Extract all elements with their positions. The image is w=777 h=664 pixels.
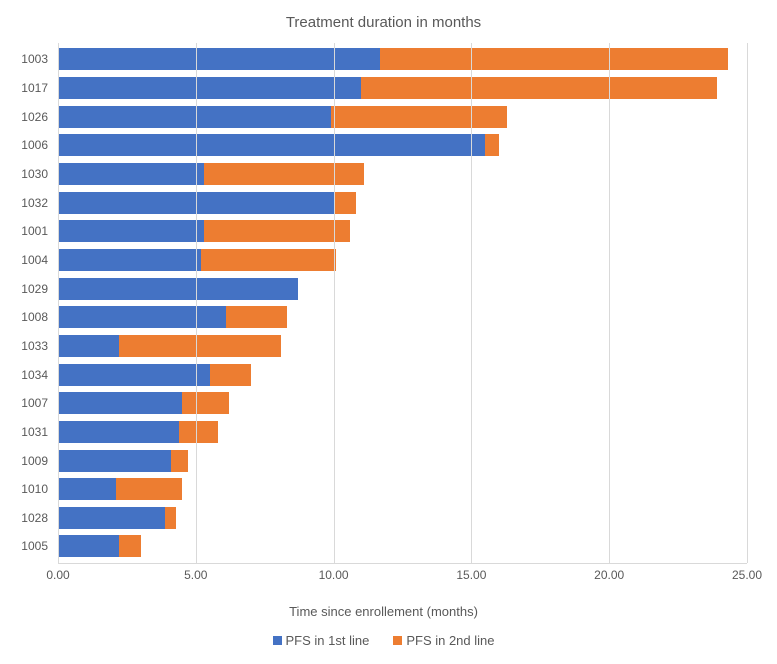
- bar-row: [58, 249, 747, 271]
- bar-row: [58, 335, 747, 357]
- chart-container: Treatment duration in months 1003 1017 102…: [0, 0, 777, 664]
- bar-segment-pfs2: [171, 450, 188, 472]
- bar-segment-pfs1: [58, 48, 380, 70]
- bar-segment-pfs1: [58, 335, 119, 357]
- bar-segment-pfs2: [331, 106, 507, 128]
- y-tick-label: 1026: [10, 106, 54, 128]
- y-tick-label: 1004: [10, 249, 54, 271]
- bar-segment-pfs2: [119, 335, 282, 357]
- bar-row: [58, 421, 747, 443]
- bar-segment-pfs2: [201, 249, 336, 271]
- bars-group: [58, 43, 747, 563]
- bar-row: [58, 192, 747, 214]
- bar-segment-pfs1: [58, 278, 298, 300]
- y-tick-label: 1001: [10, 220, 54, 242]
- y-tick-label: 1003: [10, 48, 54, 70]
- bar-row: [58, 507, 747, 529]
- bar-segment-pfs1: [58, 478, 116, 500]
- x-tick-label: 15.00: [456, 568, 486, 582]
- x-tick-label: 5.00: [184, 568, 207, 582]
- bar-row: [58, 163, 747, 185]
- bar-segment-pfs1: [58, 535, 119, 557]
- legend: PFS in 1st line PFS in 2nd line: [10, 633, 757, 648]
- bar-segment-pfs2: [165, 507, 176, 529]
- gridline: [58, 43, 59, 563]
- y-tick-label: 1031: [10, 421, 54, 443]
- bar-row: [58, 478, 747, 500]
- x-tick-label: 10.00: [319, 568, 349, 582]
- bar-segment-pfs2: [182, 392, 229, 414]
- gridline: [747, 43, 748, 563]
- bar-segment-pfs1: [58, 364, 210, 386]
- bar-segment-pfs1: [58, 163, 204, 185]
- y-tick-label: 1034: [10, 364, 54, 386]
- plot-area: [58, 43, 747, 564]
- y-tick-label: 1010: [10, 478, 54, 500]
- y-tick-label: 1009: [10, 450, 54, 472]
- bar-segment-pfs2: [361, 77, 717, 99]
- bar-segment-pfs1: [58, 249, 201, 271]
- gridline: [334, 43, 335, 563]
- bar-row: [58, 535, 747, 557]
- bar-segment-pfs2: [116, 478, 182, 500]
- x-tick-label: 20.00: [594, 568, 624, 582]
- bar-segment-pfs2: [179, 421, 218, 443]
- x-axis-title: Time since enrollement (months): [10, 604, 757, 619]
- bar-segment-pfs2: [204, 220, 350, 242]
- bar-row: [58, 278, 747, 300]
- y-tick-label: 1006: [10, 134, 54, 156]
- y-tick-label: 1029: [10, 278, 54, 300]
- legend-item-pfs1: PFS in 1st line: [273, 633, 370, 648]
- bar-row: [58, 392, 747, 414]
- bar-row: [58, 220, 747, 242]
- bar-segment-pfs2: [485, 134, 499, 156]
- y-tick-label: 1008: [10, 306, 54, 328]
- bar-segment-pfs2: [226, 306, 287, 328]
- bar-segment-pfs1: [58, 77, 361, 99]
- bar-row: [58, 134, 747, 156]
- x-tick-label: 0.00: [46, 568, 69, 582]
- bar-segment-pfs1: [58, 220, 204, 242]
- bar-segment-pfs2: [204, 163, 364, 185]
- y-tick-label: 1007: [10, 392, 54, 414]
- y-axis-labels: 1003 1017 1026 1006 1030 1032 1001 1004 1029 1008…: [10, 43, 54, 563]
- gridline: [609, 43, 610, 563]
- gridline: [471, 43, 472, 563]
- legend-swatch-icon: [273, 636, 282, 645]
- y-tick-label: 1028: [10, 507, 54, 529]
- y-tick-label: 1032: [10, 192, 54, 214]
- legend-label: PFS in 2nd line: [406, 633, 494, 648]
- bar-row: [58, 306, 747, 328]
- y-tick-label: 1005: [10, 535, 54, 557]
- bar-segment-pfs1: [58, 507, 165, 529]
- bar-row: [58, 364, 747, 386]
- x-axis-labels: 0.005.0010.0015.0020.0025.00: [58, 564, 747, 584]
- x-tick-label: 25.00: [732, 568, 762, 582]
- bar-row: [58, 450, 747, 472]
- chart-title: Treatment duration in months: [10, 14, 757, 31]
- bar-row: [58, 48, 747, 70]
- bar-segment-pfs1: [58, 306, 226, 328]
- y-tick-label: 1017: [10, 77, 54, 99]
- bar-segment-pfs2: [380, 48, 727, 70]
- bar-segment-pfs2: [119, 535, 141, 557]
- gridline: [196, 43, 197, 563]
- bar-row: [58, 106, 747, 128]
- legend-item-pfs2: PFS in 2nd line: [393, 633, 494, 648]
- legend-label: PFS in 1st line: [286, 633, 370, 648]
- bar-segment-pfs1: [58, 392, 182, 414]
- y-tick-label: 1030: [10, 163, 54, 185]
- bar-segment-pfs1: [58, 106, 331, 128]
- bar-segment-pfs1: [58, 134, 485, 156]
- bar-segment-pfs2: [334, 192, 356, 214]
- bar-segment-pfs1: [58, 421, 179, 443]
- bar-segment-pfs1: [58, 450, 171, 472]
- bar-row: [58, 77, 747, 99]
- bar-segment-pfs2: [210, 364, 251, 386]
- legend-swatch-icon: [393, 636, 402, 645]
- y-tick-label: 1033: [10, 335, 54, 357]
